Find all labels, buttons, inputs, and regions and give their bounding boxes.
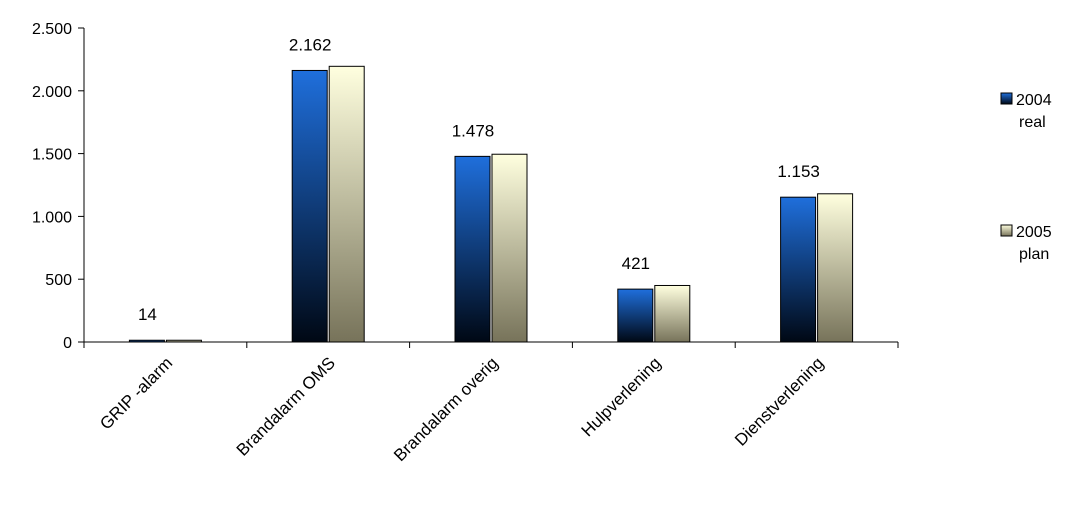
data-labels: 14 2.162 1.478 421 1.153 — [138, 35, 820, 324]
x-tick-label: Brandalarm overig — [390, 353, 502, 465]
legend-label: real — [1019, 114, 1046, 131]
y-tick-label: 1.000 — [32, 209, 72, 226]
data-label: 421 — [622, 254, 650, 273]
data-label: 14 — [138, 305, 157, 324]
bar-series-2004 — [291, 69, 328, 343]
legend-swatch — [1000, 224, 1013, 237]
data-label: 1.478 — [452, 121, 495, 140]
y-tick-label: 1.500 — [32, 147, 72, 164]
bar-series-2004 — [454, 155, 491, 343]
bar-series-2004 — [617, 288, 654, 343]
bar-series-2005 — [817, 193, 854, 343]
y-tick-label: 2.000 — [32, 84, 72, 101]
bar-series-2004 — [780, 196, 817, 343]
bar-series-2005 — [165, 339, 202, 343]
bars — [128, 65, 854, 343]
legend-label: 2005 — [1016, 224, 1052, 241]
x-tick-label: Dienstverlening — [731, 353, 827, 449]
bar-series-2005 — [654, 284, 691, 343]
x-tick-label: Brandalarm OMS — [233, 353, 339, 459]
bar-series-2005 — [491, 153, 528, 343]
data-label: 2.162 — [289, 35, 332, 54]
data-label: 1.153 — [777, 162, 820, 181]
bar-series-2004 — [128, 339, 165, 343]
x-tick-label: Hulpverlening — [578, 353, 665, 440]
legend-swatch — [1000, 92, 1013, 105]
bar-series-2005 — [328, 65, 365, 343]
y-tick-label: 500 — [45, 272, 72, 289]
y-tick-label: 2.500 — [32, 21, 72, 38]
legend-label: 2004 — [1016, 92, 1052, 109]
y-tick-label: 0 — [63, 335, 72, 352]
legend-label: plan — [1019, 246, 1049, 263]
legend: 2004 real 2005 plan — [1000, 92, 1052, 263]
x-tick-label: GRIP -alarm — [96, 353, 176, 433]
